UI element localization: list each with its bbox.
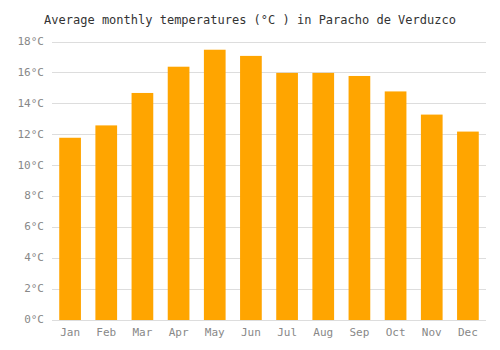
chart-svg: 0°C 2°C 4°C 6°C 8°C 10°C 12°C 14°C 16°C 18°C Jan Fe… [0, 0, 500, 350]
x-tick-label: Oct [386, 326, 406, 339]
grid-line [52, 72, 486, 73]
x-tick-label: Apr [169, 326, 189, 339]
bar [132, 93, 154, 320]
y-axis: 0°C 2°C 4°C 6°C 8°C 10°C 12°C 14°C 16°C 18°C [18, 35, 45, 326]
x-tick-label: Aug [313, 326, 333, 339]
x-tick-label: Mar [132, 326, 152, 339]
title: Average monthly temperatures (°C ) in Pa… [44, 13, 456, 27]
bar [204, 50, 226, 320]
x-tick-label: Feb [96, 326, 116, 339]
grid [52, 42, 486, 320]
x-axis: Jan Feb Mar Apr May Jun Jul Aug Sep Oct Nov Dec [60, 326, 478, 339]
x-tick-label: Jan [60, 326, 80, 339]
y-tick-label: 4°C [24, 251, 44, 264]
x-tick-label: Jul [277, 326, 297, 339]
grid-line [52, 42, 486, 43]
y-tick-label: 12°C [18, 128, 45, 141]
chart-container: 0°C 2°C 4°C 6°C 8°C 10°C 12°C 14°C 16°C 18°C Jan Fe… [0, 0, 500, 350]
bar [95, 125, 117, 320]
bar [276, 73, 298, 320]
y-tick-label: 0°C [24, 313, 44, 326]
y-tick-label: 6°C [24, 220, 44, 233]
x-tick-label: Dec [458, 326, 478, 339]
bar [349, 76, 371, 320]
x-tick-label: Nov [422, 326, 442, 339]
y-tick-label: 14°C [18, 97, 45, 110]
x-tick-label: May [205, 326, 225, 339]
bar [457, 132, 479, 320]
bars [59, 50, 479, 320]
y-tick-label: 8°C [24, 189, 44, 202]
bar [421, 115, 443, 320]
y-tick-label: 10°C [18, 159, 45, 172]
bar [312, 73, 334, 320]
bar [59, 138, 81, 320]
x-tick-label: Jun [241, 326, 261, 339]
bar [168, 67, 190, 320]
bar [240, 56, 262, 320]
grid-line [52, 103, 486, 104]
y-tick-label: 18°C [18, 35, 45, 48]
bar [385, 91, 407, 320]
x-tick-label: Sep [349, 326, 369, 339]
y-tick-label: 2°C [24, 282, 44, 295]
y-tick-label: 16°C [18, 66, 45, 79]
